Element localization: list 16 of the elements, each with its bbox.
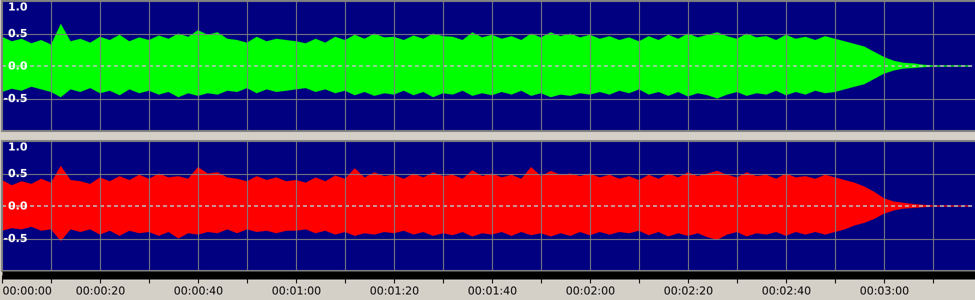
x-tick-label: 00:02:20 [664, 284, 714, 298]
y-tick-label: 1.0 [8, 0, 28, 14]
x-tick-label: 00:01:20 [370, 284, 420, 298]
y-tick-label: -0.5 [3, 92, 28, 105]
x-tick-label: 00:02:00 [566, 284, 616, 298]
y-tick-label: 0.5 [8, 167, 28, 180]
x-tick-label: 00:03:00 [860, 284, 910, 298]
x-tick-label: 00:00:20 [76, 284, 126, 298]
x-tick-label: 00:01:00 [272, 284, 322, 298]
y-tick-label: 0.5 [8, 27, 28, 40]
y-tick-label: 1.0 [8, 140, 28, 154]
x-tick-label: 00:00:00 [2, 284, 52, 298]
x-tick-label: 00:02:40 [762, 284, 812, 298]
x-tick-label: 00:01:40 [468, 284, 518, 298]
y-tick-label: -0.5 [3, 232, 28, 245]
x-tick-label: 00:00:40 [174, 284, 224, 298]
